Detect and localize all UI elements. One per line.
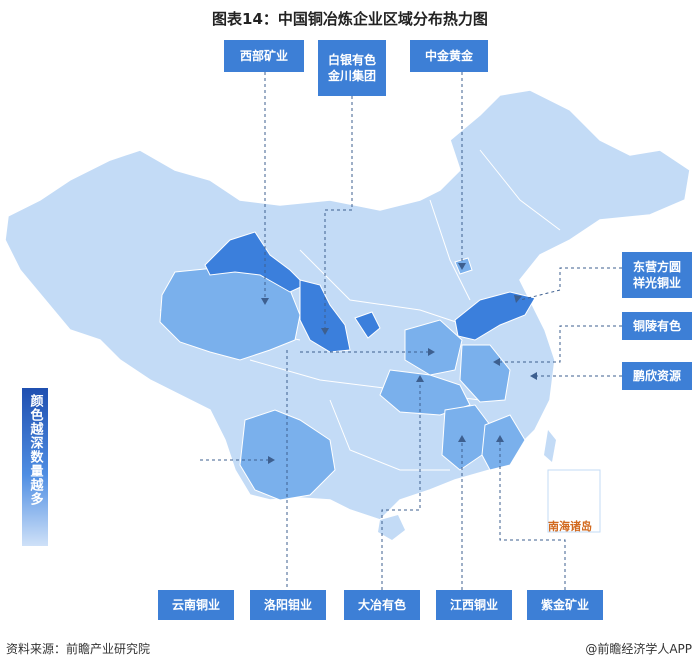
arrow-heads bbox=[261, 263, 537, 464]
china-outline bbox=[4, 89, 691, 521]
label-pengxin: 鹏欣资源 bbox=[622, 362, 692, 390]
label-yunnan: 云南铜业 bbox=[158, 590, 234, 620]
region-anhui bbox=[459, 344, 511, 403]
nanhai-label: 南海诸岛 bbox=[548, 520, 592, 533]
region-henan bbox=[404, 319, 463, 376]
source-note: 资料来源：前瞻产业研究院 bbox=[6, 642, 151, 656]
taiwan bbox=[544, 430, 556, 462]
label-dongying: 东营方圆 祥光铜业 bbox=[622, 252, 692, 298]
region-fujian bbox=[481, 414, 526, 471]
credit-note: @前瞻经济学人APP bbox=[585, 642, 692, 656]
region-ningxia bbox=[354, 311, 381, 339]
region-shandong bbox=[454, 291, 536, 341]
label-zhongjin: 中金黄金 bbox=[410, 40, 488, 72]
label-tongling: 铜陵有色 bbox=[622, 312, 692, 340]
label-daye: 大冶有色 bbox=[344, 590, 420, 620]
hainan bbox=[378, 515, 405, 540]
leader-lines bbox=[200, 72, 622, 590]
chart-title: 图表14：中国铜冶炼企业区域分布热力图 bbox=[212, 10, 488, 28]
legend-bar: 颜色越深数量越多 bbox=[22, 388, 48, 546]
label-xibu: 西部矿业 bbox=[224, 40, 304, 72]
label-luoyang: 洛阳钼业 bbox=[250, 590, 326, 620]
label-baiyin-jinchuan: 白银有色 金川集团 bbox=[318, 40, 386, 96]
label-zijin: 紫金矿业 bbox=[527, 590, 603, 620]
label-jiangxi: 江西铜业 bbox=[436, 590, 512, 620]
nanhai-inset bbox=[547, 469, 601, 533]
